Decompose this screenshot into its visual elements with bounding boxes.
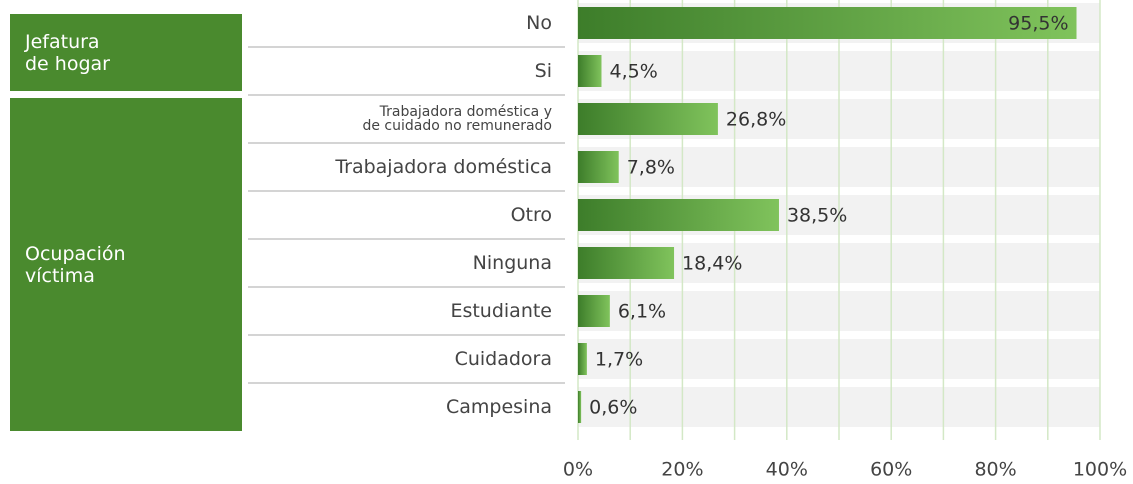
value-label: 0,6% [589, 397, 637, 419]
x-tick-label: 100% [1073, 459, 1127, 481]
x-tick-label: 40% [766, 459, 808, 481]
x-tick-label: 20% [661, 459, 703, 481]
x-tick-label: 80% [974, 459, 1016, 481]
category-label: Campesina [445, 396, 552, 418]
category-label: Ninguna [472, 252, 552, 274]
value-label: 18,4% [682, 253, 742, 275]
value-label: 6,1% [618, 301, 666, 323]
bar [578, 103, 718, 135]
bar [578, 199, 779, 231]
category-label: Si [534, 60, 552, 82]
bar [578, 55, 602, 87]
bar [578, 295, 610, 327]
category-label: Cuidadora [454, 348, 552, 370]
group-label: Ocupación víctima [10, 98, 242, 431]
category-label: Estudiante [450, 300, 552, 322]
value-label: 95,5% [1008, 13, 1068, 35]
bar [578, 7, 1077, 39]
bar [578, 391, 582, 423]
category-label: Trabajadora doméstica y de cuidado no re… [362, 104, 552, 134]
x-tick-label: 60% [870, 459, 912, 481]
value-label: 38,5% [787, 205, 847, 227]
value-label: 1,7% [595, 349, 643, 371]
value-label: 7,8% [627, 157, 675, 179]
value-label: 4,5% [609, 61, 657, 83]
value-label: 26,8% [726, 109, 786, 131]
x-tick-label: 0% [563, 459, 593, 481]
bar [578, 247, 675, 279]
category-label: Trabajadora doméstica [335, 156, 552, 178]
category-label: No [526, 12, 552, 34]
bar [578, 343, 587, 375]
category-label: Otro [510, 204, 552, 226]
group-label: Jefatura de hogar [10, 14, 242, 91]
bar [578, 151, 619, 183]
